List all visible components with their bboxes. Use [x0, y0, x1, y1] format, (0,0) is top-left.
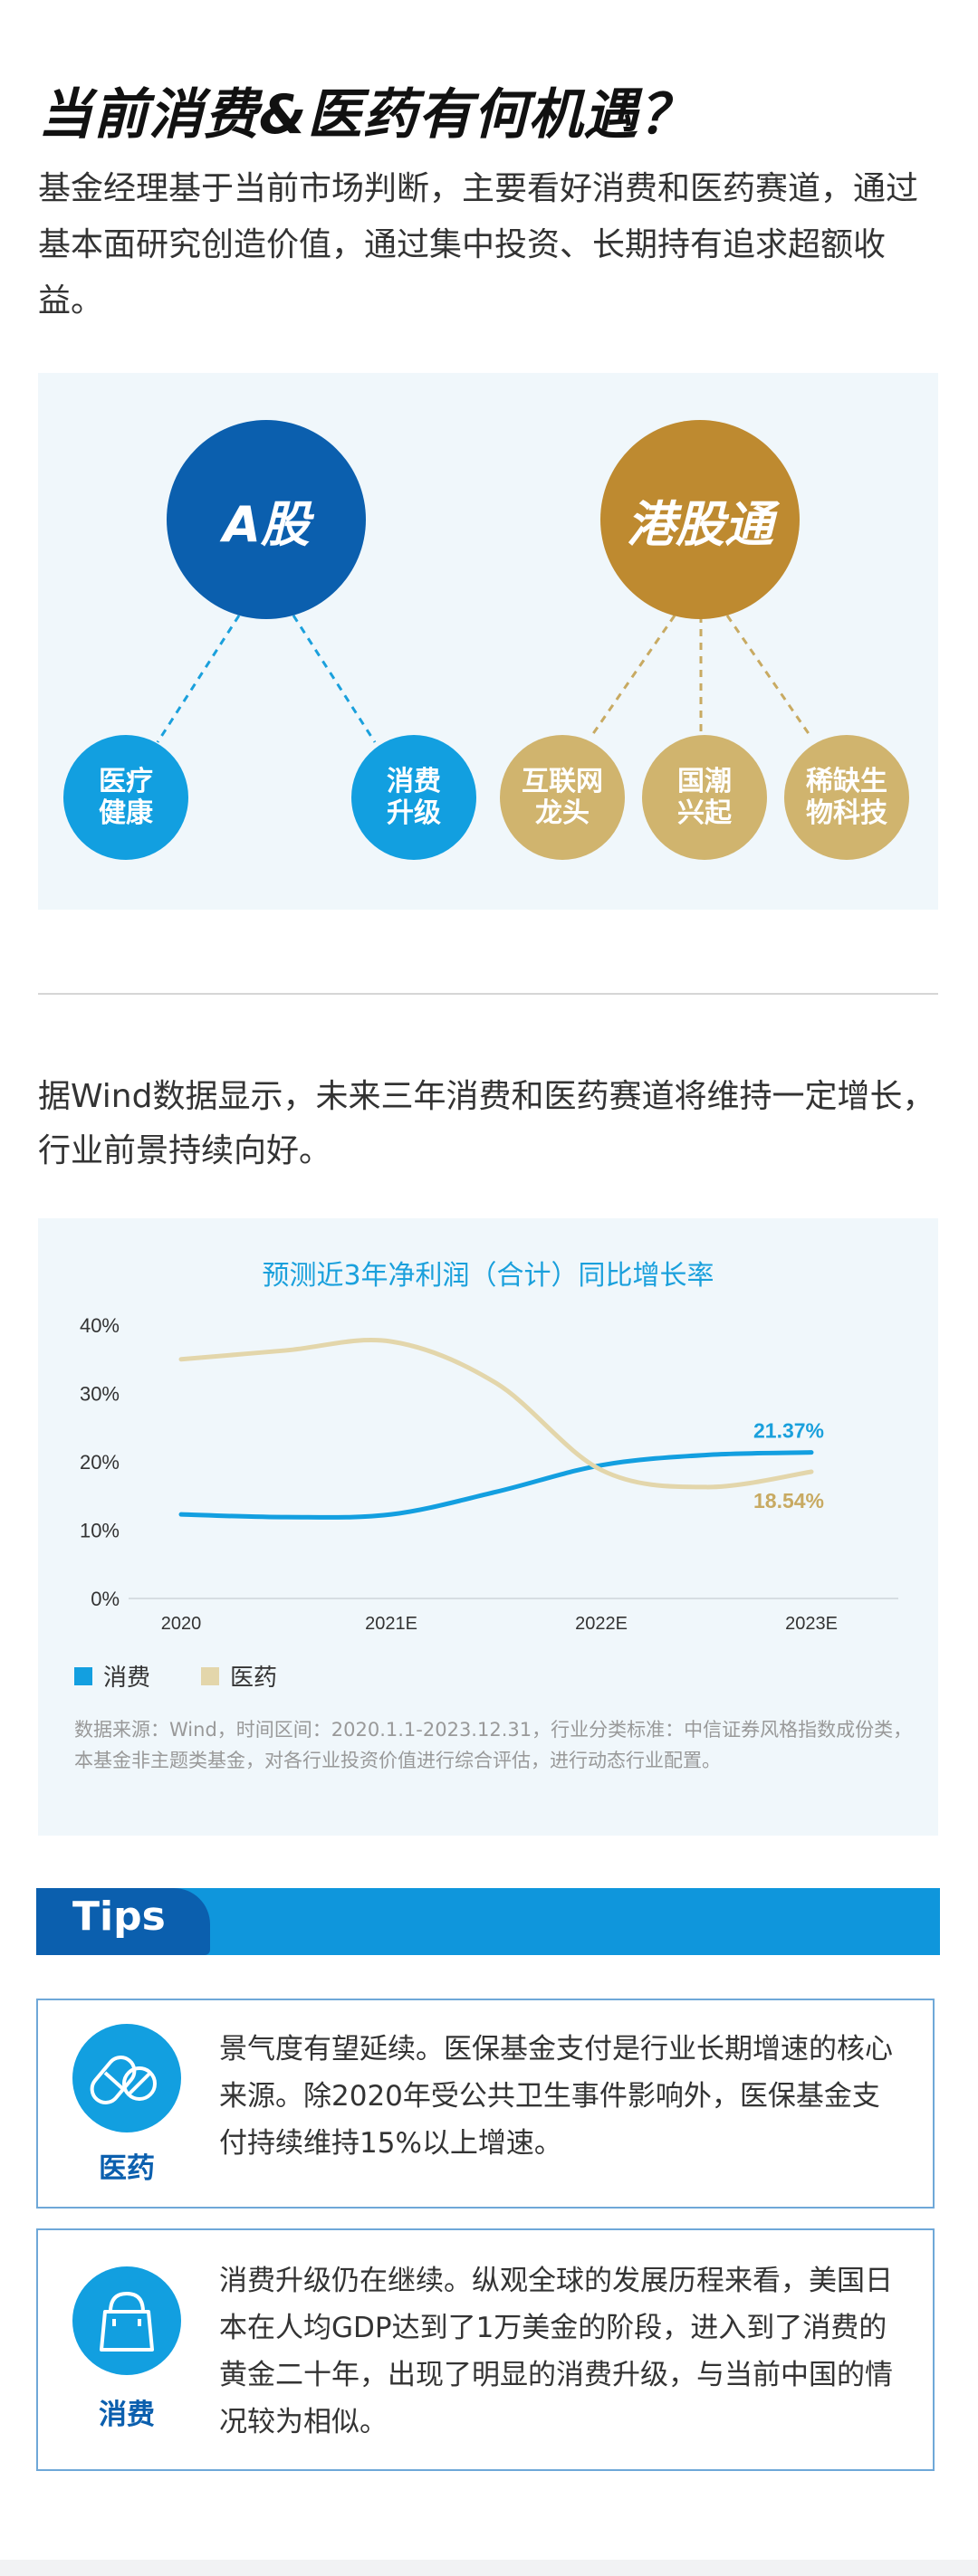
chart-title: 预测近3年净利润（合计）同比增长率 — [262, 1260, 714, 1292]
market-diagram: A股 港股通 医疗健康 消费升级 互联网龙头 国潮兴起 稀缺生物科技 — [38, 373, 938, 910]
tips-tab — [36, 1888, 210, 1955]
x-tick-label: 2020 — [161, 1614, 202, 1634]
tip-text-pharma: 景气度有望延续。医保基金支付是行业长期增速的核心来源。除2020年受公共卫生事件… — [219, 2033, 893, 2160]
data-source-note: 数据来源：Wind，时间区间：2020.1.1-2023.12.31，行业分类标… — [74, 1719, 913, 1771]
series-end-label-consumer: 21.37% — [753, 1419, 824, 1443]
wind-paragraph: 据Wind数据显示，未来三年消费和医药赛道将维持一定增长，行业前景持续向好。 — [38, 1078, 935, 1169]
legend-label-consumer: 消费 — [103, 1665, 151, 1692]
shopping-bag-icon — [72, 2266, 181, 2375]
tip-card-consumer: 消费 消费升级仍在继续。纵观全球的发展历程来看，美国日本在人均GDP达到了1万美… — [36, 2228, 935, 2471]
y-tick-label: 40% — [80, 1314, 120, 1337]
guochao-circle: 国潮兴起 — [642, 735, 767, 860]
chart-legend: 消费 医药 — [74, 1659, 328, 1693]
tip-text-consumer: 消费升级仍在继续。纵观全球的发展历程来看，美国日本在人均GDP达到了1万美金的阶… — [219, 2265, 893, 2438]
y-tick-label: 20% — [80, 1451, 120, 1474]
chart-card: 预测近3年净利润（合计）同比增长率 0% 10% 20% 30% 40% 2020 2021… — [38, 1218, 938, 1836]
section-divider — [38, 993, 938, 995]
healthcare-circle: 医疗健康 — [63, 735, 188, 860]
series-line-pharma — [178, 1338, 814, 1490]
series-line-consumer — [178, 1450, 814, 1520]
biotech-circle: 稀缺生物科技 — [784, 735, 909, 860]
legend-item-consumer: 消费 — [74, 1659, 150, 1693]
y-tick-label: 0% — [91, 1588, 120, 1610]
page-title: 当前消费&医药有何机遇？ — [38, 83, 695, 147]
growth-line-chart: 0% 10% 20% 30% 40% 2020 2021E 2022E 2023E 21.37% 1… — [80, 1314, 898, 1634]
tip-name-consumer: 消费 — [99, 2399, 155, 2431]
hk-connect-circle: 港股通 — [600, 420, 800, 619]
x-tick-label: 2023E — [785, 1614, 838, 1634]
pill-capsule-icon — [72, 2024, 181, 2132]
legend-swatch-pharma — [201, 1666, 220, 1685]
y-tick-label: 10% — [80, 1520, 120, 1542]
x-tick-label: 2021E — [365, 1614, 417, 1634]
y-tick-label: 30% — [80, 1383, 120, 1406]
a-share-circle: A股 — [167, 420, 366, 619]
legend-label-pharma: 医药 — [230, 1665, 278, 1692]
consumer-upgrade-circle: 消费升级 — [351, 735, 476, 860]
tip-card-pharma: 医药 景气度有望延续。医保基金支付是行业长期增速的核心来源。除2020年受公共卫… — [36, 1999, 935, 2209]
legend-swatch-consumer — [74, 1666, 92, 1685]
connector-lines — [156, 615, 811, 743]
tips-label: Tips — [72, 1894, 166, 1940]
legend-item-pharma: 医药 — [201, 1659, 277, 1693]
footer-strip — [0, 2560, 978, 2576]
series-end-label-pharma: 18.54% — [753, 1489, 824, 1512]
tip-name-pharma: 医药 — [99, 2152, 155, 2185]
intro-paragraph: 基金经理基于当前市场判断，主要看好消费和医药赛道，通过基本面研究创造价值，通过集… — [38, 170, 919, 320]
internet-leader-circle: 互联网龙头 — [500, 735, 625, 860]
x-tick-label: 2022E — [575, 1614, 628, 1634]
